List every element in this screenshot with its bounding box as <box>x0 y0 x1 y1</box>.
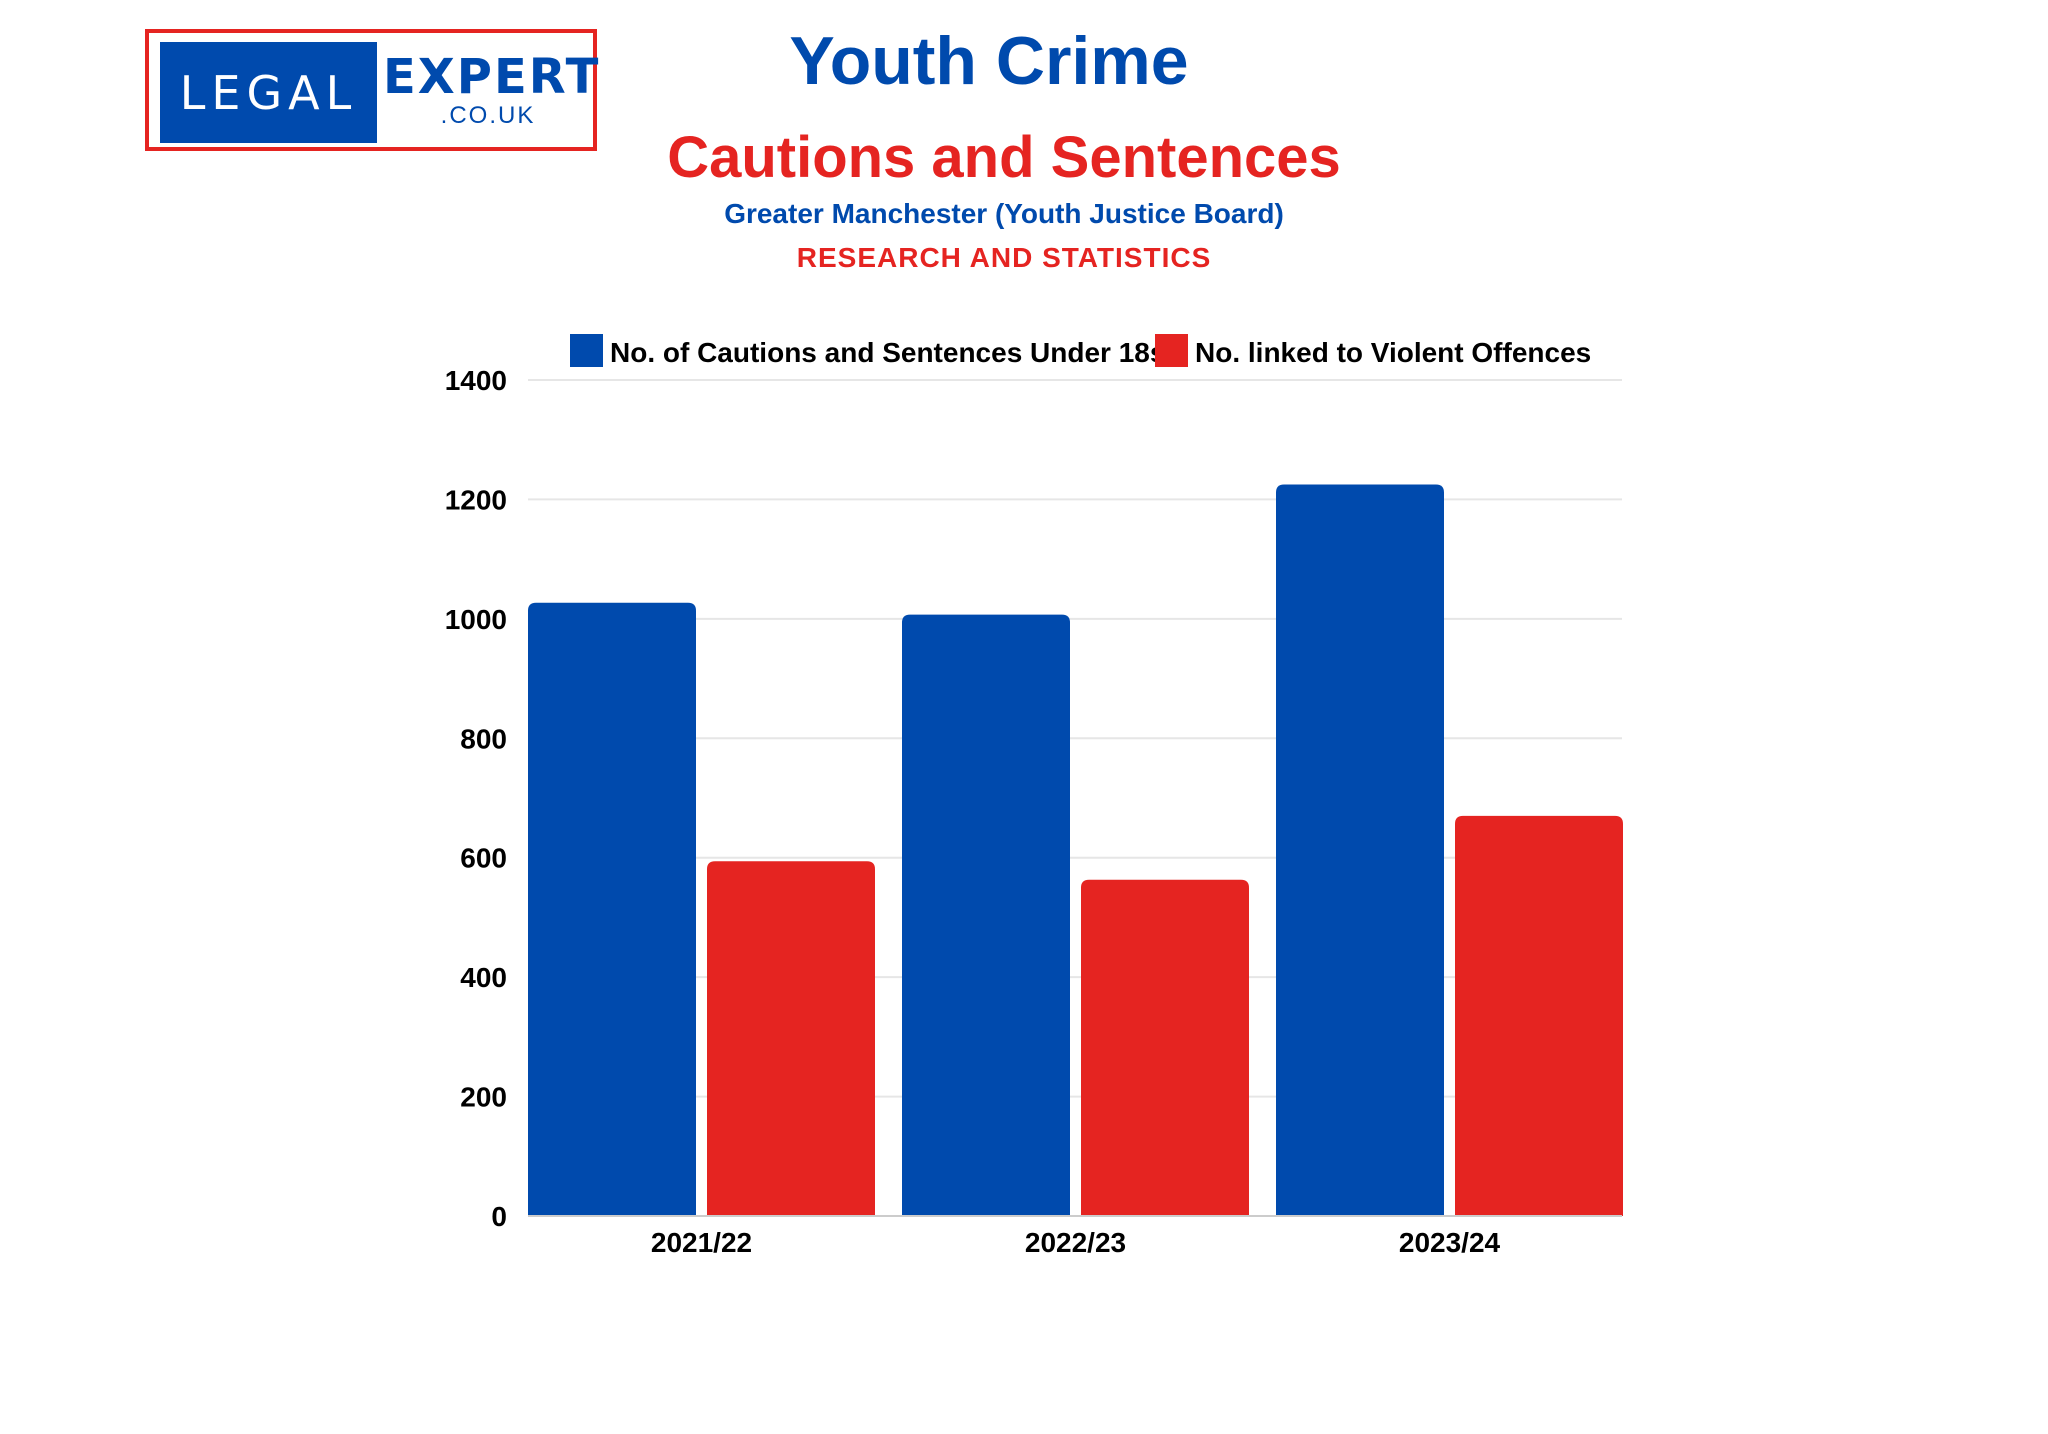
y-tick-label: 0 <box>491 1201 507 1232</box>
legend-swatch-0 <box>570 334 603 367</box>
bar-cautions-2 <box>1276 484 1444 1216</box>
legend-label-0: No. of Cautions and Sentences Under 18s <box>610 337 1165 368</box>
y-tick-label: 200 <box>460 1082 507 1113</box>
y-tick-label: 1000 <box>445 604 507 635</box>
x-tick-label: 2021/22 <box>651 1227 752 1258</box>
logo-domain-text: .CO.UK <box>440 102 536 129</box>
bar-violent-0 <box>707 861 875 1216</box>
chart-subtitle: Cautions and Sentences <box>667 125 1341 190</box>
chart-tagline: RESEARCH AND STATISTICS <box>796 242 1212 273</box>
bar-cautions-0 <box>528 602 696 1216</box>
legend-label-1: No. linked to Violent Offences <box>1195 337 1591 368</box>
bar-violent-2 <box>1455 815 1623 1216</box>
y-tick-label: 600 <box>460 843 507 874</box>
chart-title: Youth Crime <box>789 23 1189 99</box>
y-tick-label: 800 <box>460 723 507 754</box>
bar-cautions-1 <box>902 614 1070 1216</box>
legal-expert-logo: LEGAL EXPERT .CO.UK <box>145 29 601 151</box>
y-tick-label: 400 <box>460 962 507 993</box>
x-tick-label: 2023/24 <box>1399 1227 1501 1258</box>
y-tick-label: 1200 <box>445 484 507 515</box>
chart-source: Greater Manchester (Youth Justice Board) <box>724 198 1284 229</box>
x-tick-label: 2022/23 <box>1025 1227 1126 1258</box>
logo-expert-text: EXPERT <box>383 49 601 105</box>
logo-legal-text: LEGAL <box>160 42 377 143</box>
y-tick-label: 1400 <box>445 365 507 396</box>
bar-violent-1 <box>1081 879 1249 1216</box>
legend-swatch-1 <box>1155 334 1188 367</box>
